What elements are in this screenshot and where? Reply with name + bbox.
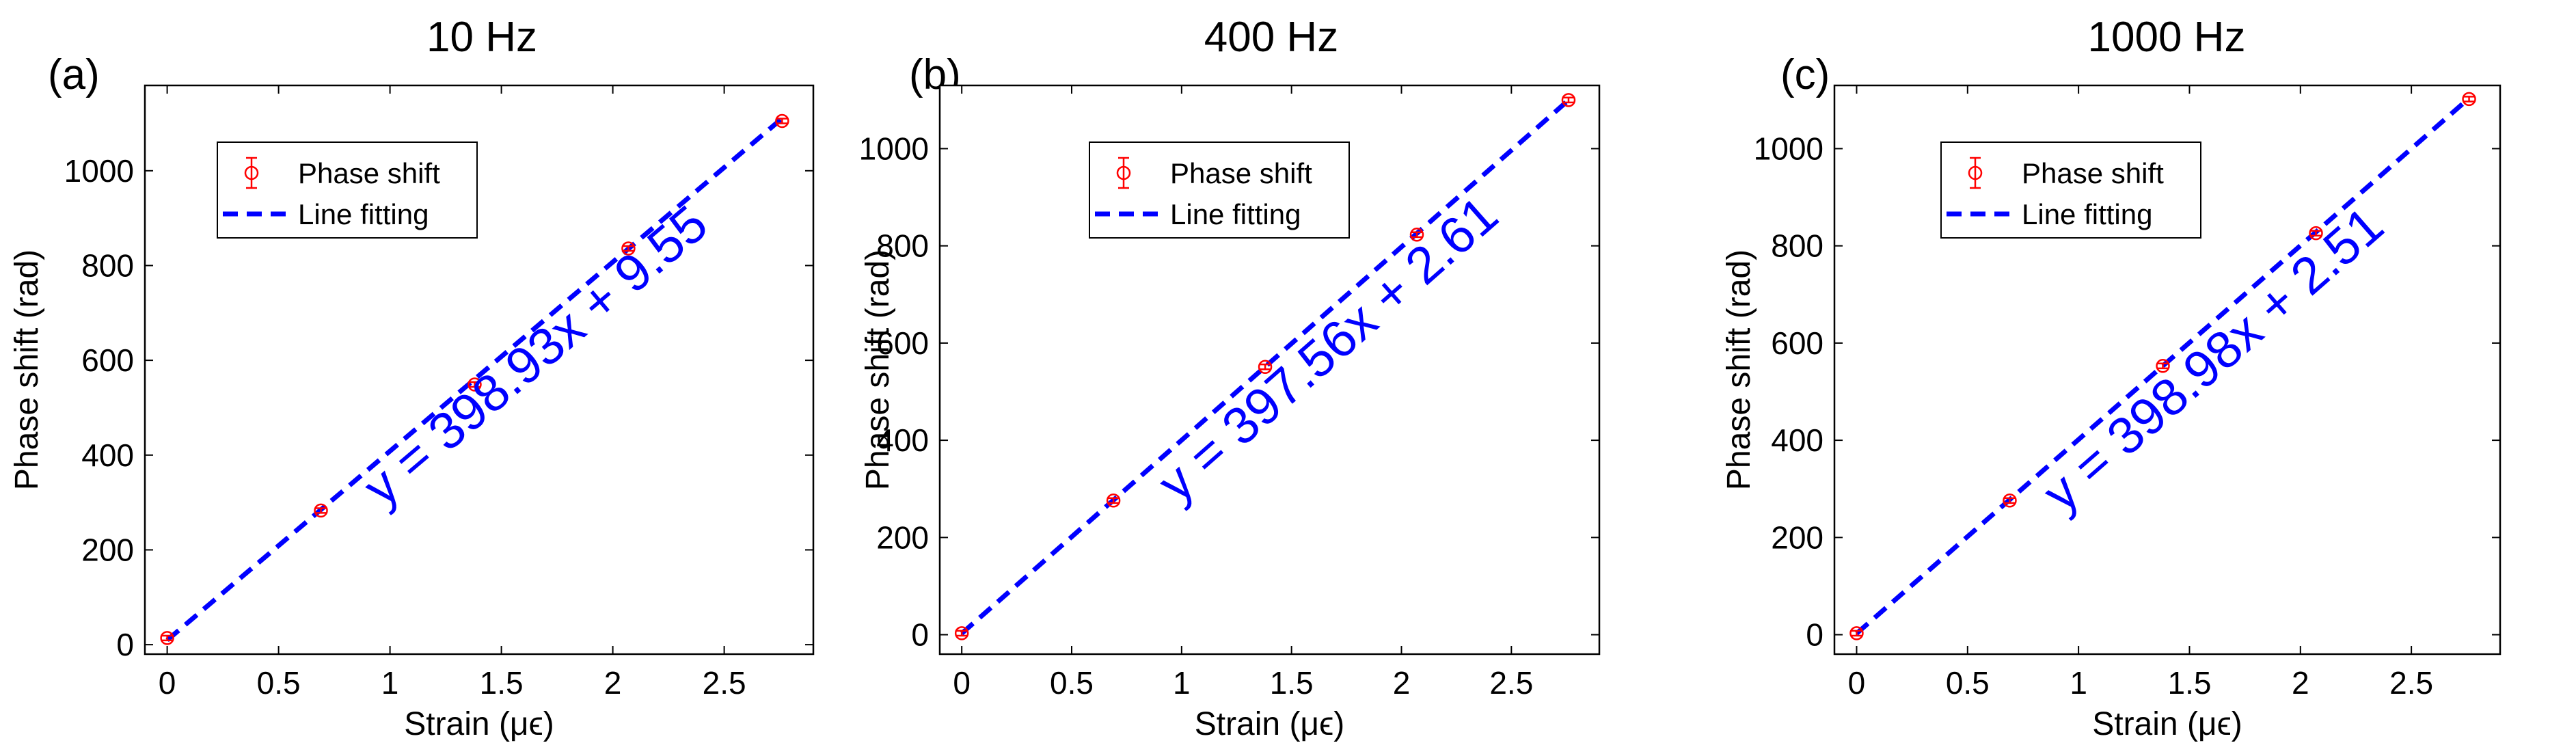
data-point [1258,360,1273,374]
y-tick-label: 1000 [64,153,134,189]
legend-box [217,141,478,239]
fit-line [165,116,784,643]
y-tick-label: 200 [81,532,134,567]
chart-panel-3: (c) 1000 Hz 0 0.5 1 1.5 2 2.5 0 200 400 600 800 1000 S… [1721,14,2502,742]
x-tick-label: 1 [1173,665,1191,701]
x-axis-label: Strain (μϵ) [2092,706,2242,742]
x-tick-label: 1 [2070,665,2087,701]
fit-line [960,98,1571,636]
data-point [2309,226,2323,241]
y-tick-label: 0 [911,617,929,653]
y-tick-label: 0 [1806,617,1823,653]
y-tick-label: 1000 [1754,131,1823,166]
data-point [160,631,174,645]
legend-marker [244,165,259,180]
data-point [1409,228,1424,242]
chart-title: 1000 Hz [2088,14,2246,61]
x-tick-label: 1.5 [2167,665,2211,701]
y-tick-label: 800 [1771,228,1823,264]
x-tick-label: 0 [159,665,176,701]
data-point [2003,494,2017,508]
chart-title: 400 Hz [1204,14,1338,61]
data-point [1106,494,1121,508]
legend: Phase shift Line fitting [1089,141,1350,239]
legend-box [1089,141,1350,239]
data-point [467,377,482,392]
y-tick-label: 600 [81,342,134,378]
legend-label-line-fitting: Line fitting [2022,198,2152,230]
y-tick-label: 600 [876,325,929,361]
data-point [2156,359,2170,373]
y-tick-label: 600 [1771,325,1823,361]
chart-title: 10 Hz [426,14,537,61]
x-tick-label: 0.5 [1050,665,1094,701]
legend-label-line-fitting: Line fitting [1170,198,1301,230]
legend-label-phase-shift: Phase shift [2022,157,2164,189]
y-tick-label: 400 [876,422,929,458]
x-tick-label: 2 [2292,665,2309,701]
data-point [1849,626,1864,640]
legend-marker [1116,165,1131,180]
x-tick-label: 1.5 [480,665,524,701]
x-tick-label: 2.5 [1489,665,1533,701]
y-tick-label: 400 [81,437,134,473]
legend-marker [1968,165,1983,180]
data-point [954,626,969,640]
chart-panel-1: (a) 10 Hz 0 0.5 1 1.5 2 2.5 0 200 400 600 800 1000 Str… [9,14,815,742]
legend: Phase shift Line fitting [217,141,478,239]
x-axis-label: Strain (μϵ) [404,706,554,742]
x-tick-label: 1.5 [1270,665,1314,701]
x-tick-label: 2 [604,665,622,701]
panel-letter: (a) [48,51,100,98]
data-point [314,503,328,518]
x-axis-label: Strain (μϵ) [1195,706,1345,742]
x-tick-label: 0.5 [257,665,301,701]
y-tick-label: 800 [876,228,929,264]
x-tick-label: 0 [1848,665,1866,701]
y-tick-label: 200 [1771,519,1823,555]
data-point [621,241,636,256]
x-tick-label: 2.5 [2389,665,2433,701]
y-tick-label: 200 [876,519,929,555]
legend-label-phase-shift: Phase shift [1170,157,1312,189]
data-point [775,113,789,129]
data-point [2462,92,2476,107]
legend: Phase shift Line fitting [1940,141,2201,239]
x-tick-label: 0.5 [1946,665,1990,701]
y-axis-label: Phase shift (rad) [1721,249,1757,490]
x-tick-label: 1 [381,665,399,701]
y-axis-label: Phase shift (rad) [860,249,896,490]
y-tick-label: 0 [116,627,134,662]
legend-label-phase-shift: Phase shift [298,157,440,189]
y-tick-label: 400 [1771,422,1823,458]
panel-letter: (c) [1780,51,1830,98]
y-tick-label: 800 [81,247,134,283]
chart-panel-2: (b)400 Hz0 0.5 1 1.5 2 2.502004006008001000St… [859,14,1601,742]
legend-label-line-fitting: Line fitting [298,198,429,230]
x-tick-label: 2 [1393,665,1411,701]
y-tick-label: 1000 [859,131,929,166]
x-tick-label: 0 [953,665,971,701]
data-point [1561,93,1576,107]
y-axis-label: Phase shift (rad) [9,249,45,490]
x-tick-label: 2.5 [703,665,746,701]
legend-box [1940,141,2201,239]
